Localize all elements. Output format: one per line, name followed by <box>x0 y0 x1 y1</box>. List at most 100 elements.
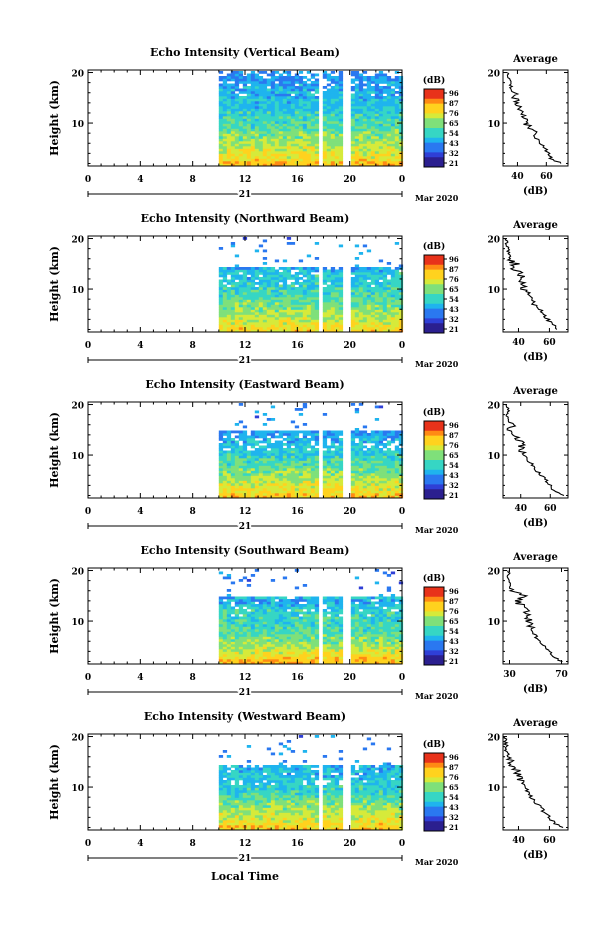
heatmap-cell <box>246 661 252 665</box>
heatmap-cell <box>354 151 360 154</box>
heatmap-cell <box>390 126 396 129</box>
heatmap-cell <box>278 279 284 283</box>
heatmap-cell <box>326 136 332 139</box>
heatmap-cell <box>302 156 308 159</box>
heatmap-cell <box>374 455 380 459</box>
heatmap-cell <box>246 299 252 303</box>
heatmap-cell <box>370 289 376 293</box>
heatmap-cell <box>354 322 360 325</box>
heatmap-cell <box>274 126 280 129</box>
heatmap-cell <box>298 294 304 298</box>
heatmap-cell <box>322 126 328 129</box>
heatmap-cell <box>286 473 292 476</box>
heatmap-cell <box>314 284 320 288</box>
heatmap-cell <box>386 113 392 117</box>
heatmap-cell <box>338 143 344 147</box>
heatmap-cell <box>338 624 344 627</box>
heatmap-cell <box>222 493 228 496</box>
heatmap-cell <box>386 282 392 285</box>
heatmap-cell <box>362 126 368 129</box>
heatmap-cell <box>242 108 248 112</box>
heatmap-cell <box>274 123 280 127</box>
heatmap-cell <box>382 659 388 662</box>
heatmap-cell <box>358 629 364 632</box>
heatmap-cell <box>278 639 284 642</box>
heatmap-cell <box>370 312 376 315</box>
heatmap-cell <box>258 71 264 74</box>
heatmap-cell <box>362 435 368 439</box>
heatmap-cell <box>250 292 256 295</box>
heatmap-cell <box>302 88 308 92</box>
heatmap-cell <box>262 317 268 320</box>
heatmap-cell <box>230 327 236 330</box>
heatmap-cell <box>262 329 268 333</box>
heatmap-cell <box>270 317 276 320</box>
heatmap-cell <box>262 619 268 622</box>
heatmap-cell <box>298 654 304 657</box>
heatmap-cell <box>270 121 276 124</box>
heatmap-cell <box>258 450 264 454</box>
heatmap-cell <box>270 81 276 84</box>
heatmap-cell <box>370 96 376 99</box>
x-tick-label: 20 <box>343 175 356 185</box>
heatmap-cell <box>326 118 332 122</box>
heatmap-cell <box>282 490 288 494</box>
heatmap-cell <box>350 131 356 134</box>
heatmap-cell <box>274 138 280 142</box>
heatmap-cell <box>218 138 224 142</box>
heatmap-cell <box>278 430 284 434</box>
heatmap-cell <box>302 423 308 426</box>
heatmap-cell <box>242 490 248 494</box>
heatmap-cell <box>350 314 356 318</box>
heatmap-cell <box>394 161 400 164</box>
heatmap-cell <box>278 88 284 92</box>
heatmap-cell <box>366 297 372 300</box>
heatmap-cell <box>366 636 372 640</box>
heatmap-cell <box>358 443 364 446</box>
heatmap-cell <box>230 490 236 494</box>
heatmap-cell <box>394 656 400 660</box>
heatmap-cell <box>294 435 300 439</box>
heatmap-cell <box>278 312 284 315</box>
heatmap-cell <box>322 468 328 471</box>
heatmap-cell <box>378 287 384 290</box>
heatmap-cell <box>286 267 292 270</box>
heatmap-cell <box>350 81 356 84</box>
heatmap-cell <box>246 309 252 313</box>
heatmap-cell <box>366 88 372 92</box>
heatmap-cell <box>394 309 400 313</box>
heatmap-cell <box>390 656 396 660</box>
heatmap-cell <box>250 274 256 278</box>
heatmap-cell <box>266 641 272 645</box>
heatmap-cell <box>290 453 296 456</box>
heatmap-cell <box>374 274 380 278</box>
heatmap-cell <box>322 282 328 285</box>
heatmap-cell <box>338 319 344 323</box>
heatmap-cell <box>314 289 320 293</box>
avg-x-label: (dB) <box>523 186 548 197</box>
heatmap-cell <box>294 126 300 129</box>
heatmap-cell <box>266 314 272 318</box>
heatmap-cell <box>310 634 316 637</box>
avg-title: Average <box>512 220 558 231</box>
heatmap-cell <box>282 269 288 273</box>
heatmap-cell <box>350 93 356 97</box>
heatmap-cell <box>226 483 232 486</box>
heatmap-cell <box>362 299 368 303</box>
heatmap-cell <box>378 76 384 79</box>
heatmap-cell <box>362 624 368 627</box>
heatmap-cell <box>310 163 316 167</box>
heatmap-cell <box>294 639 300 642</box>
heatmap-cell <box>378 624 384 627</box>
heatmap-cell <box>250 654 256 657</box>
heatmap-cell <box>222 279 228 283</box>
heatmap-cell <box>230 309 236 313</box>
heatmap-cell <box>310 430 316 434</box>
heatmap-cell <box>246 153 252 157</box>
heatmap-cell <box>358 626 364 630</box>
heatmap-cell <box>298 76 304 79</box>
heatmap-cell <box>262 269 268 273</box>
heatmap-cell <box>382 443 388 446</box>
heatmap-cell <box>306 327 312 330</box>
heatmap-cell <box>334 126 340 129</box>
